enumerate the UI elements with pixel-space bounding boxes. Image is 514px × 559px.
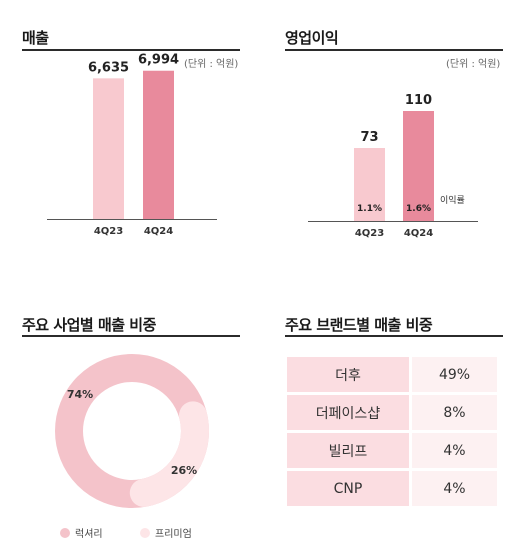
brand-name-cell: 더페이스샵 — [287, 395, 412, 433]
op-profit-bar — [354, 148, 385, 221]
sales-title-rule — [22, 49, 240, 51]
business-mix-title: 주요 사업별 매출 비중 — [22, 316, 156, 334]
op-profit-margin-label: 1.6% — [406, 204, 431, 214]
donut-slice-premium — [129, 401, 209, 507]
brand-share-table: 더후 49% 더페이스샵 8% 빌리프 4% CNP 4% — [287, 357, 497, 509]
sales-bar — [93, 78, 124, 219]
op-profit-value-label: 110 — [405, 93, 432, 108]
legend-item-premium: 프리미엄 — [140, 525, 192, 540]
donut-label-luxury: 74% — [67, 388, 93, 401]
legend-item-luxury: 럭셔리 — [60, 525, 103, 540]
op-profit-margin-label: 1.1% — [357, 204, 382, 214]
brand-name-cell: CNP — [287, 471, 412, 509]
sales-value-label: 6,635 — [88, 60, 129, 75]
table-row: CNP 4% — [287, 471, 497, 509]
sales-category-label: 4Q24 — [144, 226, 173, 237]
legend-swatch-premium — [140, 527, 150, 538]
op-profit-title-rule — [285, 49, 503, 51]
legend-label-luxury: 럭셔리 — [75, 529, 103, 540]
op-profit-unit: (단위 : 억원) — [446, 59, 501, 70]
op-profit-bar — [403, 111, 434, 221]
op-profit-category-label: 4Q23 — [355, 228, 384, 239]
op-profit-category-label: 4Q24 — [404, 228, 433, 239]
table-row: 더후 49% — [287, 357, 497, 395]
brand-mix-title: 주요 브랜드별 매출 비중 — [285, 316, 433, 334]
brand-share-cell: 4% — [412, 471, 497, 509]
donut-label-premium: 26% — [171, 464, 197, 477]
brand-share-cell: 49% — [412, 357, 497, 395]
brand-share-cell: 8% — [412, 395, 497, 433]
legend-swatch-luxury — [60, 527, 70, 538]
op-profit-margin-legend: 이익률 — [440, 194, 465, 206]
op-profit-title: 영업이익 — [285, 29, 339, 47]
op-profit-value-label: 73 — [360, 130, 378, 145]
sales-value-label: 6,994 — [138, 53, 179, 68]
brand-name-cell: 빌리프 — [287, 433, 412, 471]
brand-name-cell: 더후 — [287, 357, 412, 395]
legend-label-premium: 프리미엄 — [155, 529, 192, 540]
sales-title: 매출 — [22, 29, 49, 47]
sales-bar — [143, 70, 174, 219]
brand-mix-title-rule — [285, 335, 503, 337]
brand-share-cell: 4% — [412, 433, 497, 471]
sales-unit: (단위 : 억원) — [184, 59, 239, 70]
table-row: 빌리프 4% — [287, 433, 497, 471]
table-row: 더페이스샵 8% — [287, 395, 497, 433]
sales-category-label: 4Q23 — [94, 226, 123, 237]
business-mix-title-rule — [22, 335, 240, 337]
